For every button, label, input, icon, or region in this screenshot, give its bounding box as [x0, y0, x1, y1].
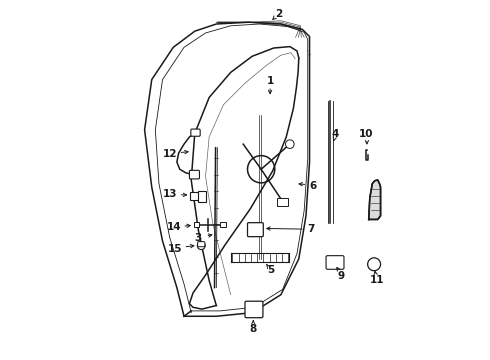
Text: 10: 10 — [359, 129, 373, 139]
Circle shape — [286, 140, 294, 148]
Bar — [277, 198, 288, 206]
Text: 13: 13 — [163, 189, 177, 199]
Text: 7: 7 — [307, 225, 314, 234]
Circle shape — [197, 242, 205, 249]
FancyBboxPatch shape — [197, 242, 205, 247]
Text: 8: 8 — [249, 324, 257, 334]
FancyBboxPatch shape — [220, 222, 225, 226]
FancyBboxPatch shape — [190, 170, 199, 179]
Text: 14: 14 — [167, 222, 181, 232]
Text: 9: 9 — [338, 271, 344, 281]
Circle shape — [368, 258, 381, 271]
FancyBboxPatch shape — [198, 191, 205, 202]
Text: 12: 12 — [163, 149, 177, 159]
Text: 2: 2 — [275, 9, 282, 19]
FancyBboxPatch shape — [194, 222, 199, 226]
Text: 11: 11 — [370, 275, 384, 285]
FancyBboxPatch shape — [247, 223, 263, 237]
Text: 6: 6 — [310, 181, 317, 191]
FancyBboxPatch shape — [245, 301, 263, 318]
FancyBboxPatch shape — [191, 129, 200, 136]
Text: 1: 1 — [267, 76, 274, 86]
FancyBboxPatch shape — [191, 192, 200, 200]
FancyBboxPatch shape — [326, 256, 344, 269]
Text: 15: 15 — [168, 244, 182, 254]
Text: 4: 4 — [332, 129, 339, 139]
Polygon shape — [368, 180, 381, 220]
Text: 3: 3 — [195, 233, 202, 243]
Text: 5: 5 — [267, 265, 274, 275]
